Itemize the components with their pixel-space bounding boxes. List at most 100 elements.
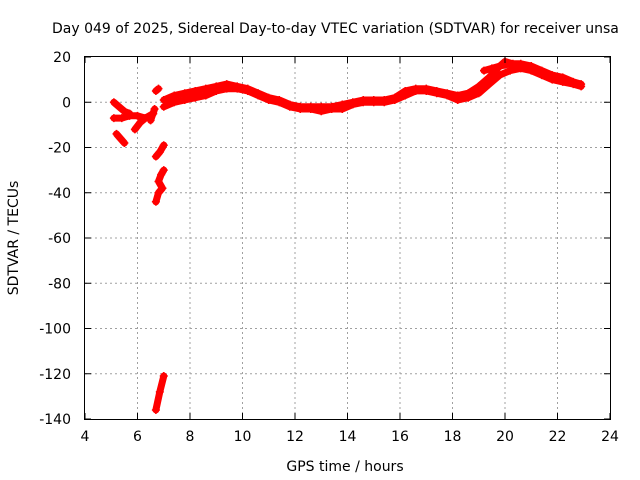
- data-point: [487, 64, 496, 73]
- data-point: [146, 116, 155, 125]
- data-point: [191, 93, 200, 102]
- data-point: [159, 372, 168, 381]
- data-point: [158, 184, 167, 193]
- grid-layer: [85, 57, 610, 419]
- data-point: [480, 66, 488, 75]
- data-point: [201, 91, 210, 100]
- data-point: [317, 102, 326, 111]
- y-tick-label: 20: [53, 50, 71, 66]
- data-point: [136, 118, 145, 127]
- data-point: [201, 84, 210, 93]
- data-point: [170, 91, 179, 100]
- data-point: [151, 152, 160, 161]
- y-tick-label: -60: [48, 231, 71, 247]
- data-point: [537, 66, 546, 75]
- data-point: [116, 134, 125, 143]
- data-point: [133, 111, 142, 120]
- data-point: [369, 95, 378, 104]
- data-point: [495, 71, 504, 80]
- x-tick-label: 18: [444, 429, 462, 445]
- data-point: [577, 80, 586, 89]
- data-point: [233, 82, 242, 91]
- x-tick-label: 24: [601, 429, 619, 445]
- data-point: [285, 100, 294, 109]
- x-tick-label: 12: [286, 429, 304, 445]
- data-point: [109, 98, 118, 107]
- x-tick-label: 10: [234, 429, 252, 445]
- data-point: [432, 86, 441, 95]
- y-axis-label: SDTVAR / TECUs: [6, 181, 22, 296]
- data-point: [275, 95, 284, 104]
- data-point: [516, 59, 525, 68]
- x-axis-label: GPS time / hours: [286, 459, 403, 475]
- data-point: [338, 100, 347, 109]
- x-tick-label: 8: [186, 429, 195, 445]
- data-point: [254, 89, 263, 98]
- x-tick-label: 6: [133, 429, 142, 445]
- data-point: [569, 77, 578, 86]
- data-point: [264, 93, 273, 102]
- data-point: [125, 111, 134, 120]
- data-point: [222, 80, 231, 89]
- data-point: [180, 89, 189, 98]
- x-tick-label: 16: [391, 429, 409, 445]
- data-point: [115, 102, 124, 111]
- chart-title: Day 049 of 2025, Sidereal Day-to-day VTE…: [52, 21, 619, 37]
- data-point: [159, 95, 168, 104]
- data-point: [359, 95, 368, 104]
- plot-frame: [84, 56, 611, 420]
- data-point: [453, 91, 462, 100]
- data-point: [348, 98, 357, 107]
- data-point: [154, 84, 163, 93]
- x-tick-label: 4: [81, 429, 90, 445]
- data-point: [117, 114, 126, 123]
- tick-layer: 4 6 8 10 12 14 16 18 20 22 24 -140 -120 -100 -80 -60 -40…: [39, 50, 619, 445]
- y-tick-label: -100: [39, 322, 71, 338]
- data-point: [422, 84, 431, 93]
- data-point: [390, 93, 399, 102]
- data-point: [154, 177, 163, 186]
- data-point: [327, 102, 336, 111]
- data-point: [159, 166, 168, 175]
- data-point: [159, 102, 168, 111]
- data-point: [306, 102, 315, 111]
- data-point: [157, 170, 166, 179]
- data-point: [506, 66, 515, 75]
- data-point: [296, 102, 305, 111]
- data-point: [154, 188, 163, 197]
- data-point: [155, 387, 164, 396]
- data-point: [120, 138, 129, 147]
- data-point: [109, 114, 118, 123]
- data-point: [151, 405, 160, 414]
- data-point: [380, 95, 389, 104]
- data-point: [508, 59, 517, 68]
- x-tick-label: 22: [549, 429, 567, 445]
- data-point: [527, 62, 536, 71]
- data-point: [151, 197, 160, 206]
- data-point: [243, 84, 252, 93]
- data-point: [130, 125, 139, 134]
- data-point: [112, 129, 121, 138]
- data-point: [411, 84, 420, 93]
- y-tick-label: -140: [39, 412, 71, 428]
- data-point: [485, 73, 494, 82]
- data-point: [159, 141, 168, 150]
- data-layer: [109, 57, 586, 414]
- data-point: [495, 62, 504, 71]
- data-point: [180, 95, 189, 104]
- data-point: [212, 82, 221, 91]
- x-tick-label: 20: [496, 429, 514, 445]
- y-tick-label: -120: [39, 367, 71, 383]
- data-point: [558, 73, 567, 82]
- y-tick-label: -40: [48, 186, 71, 202]
- data-point: [548, 71, 557, 80]
- y-tick-label: -80: [48, 276, 71, 292]
- data-point: [401, 86, 410, 95]
- data-point: [155, 148, 164, 157]
- data-point: [150, 105, 159, 114]
- data-point: [464, 89, 473, 98]
- y-tick-label: 0: [62, 95, 71, 111]
- data-point: [474, 82, 483, 91]
- y-tick-label: -20: [48, 141, 71, 157]
